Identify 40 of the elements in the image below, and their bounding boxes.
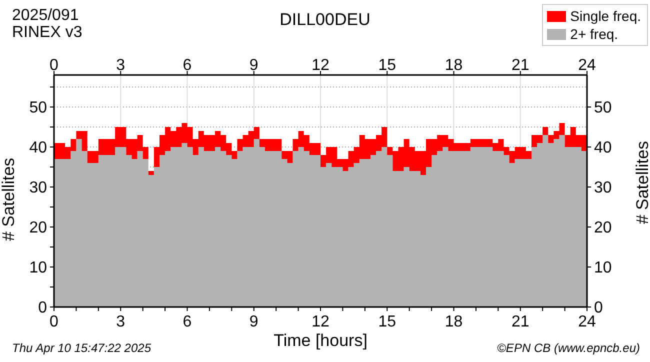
x2-tick-label: 6 [182,313,192,330]
y2-tick-label: 20 [594,220,612,237]
x-tick-label: 12 [312,57,330,74]
text: RINEX v3 [12,24,82,41]
x2-tick-label: 24 [578,313,596,330]
x2-tick-label: 15 [378,313,396,330]
x-axis-title: Time [hours] [274,331,368,350]
x2-tick-label: 3 [116,313,126,330]
x-tick-label: 9 [249,57,258,74]
y-tick-label: 30 [29,180,48,197]
x-tick-label: 21 [511,57,530,74]
text: 2025/091 [12,7,79,24]
x-tick-label: 15 [378,57,396,74]
legend-label: 2+ freq. [570,25,618,43]
y2-tick-label: 10 [594,260,612,277]
y2-tick-label: 30 [594,180,612,197]
y2-tick-label: 50 [594,100,612,117]
x-tick-label: 6 [182,57,192,74]
x2-tick-label: 0 [50,313,59,330]
x-tick-label: 18 [444,57,463,74]
x-tick-label: 3 [116,57,126,74]
legend-label: Single freq. [570,7,641,25]
x-tick-label: 0 [50,57,59,74]
x2-tick-label: 21 [511,313,530,330]
y-tick-label: 40 [29,140,48,157]
x2-tick-label: 12 [312,313,330,330]
y-tick-label: 20 [29,220,48,237]
y2-axis-title: # Satellites [633,141,650,224]
y-tick-label: 50 [29,100,48,117]
y2-tick-label: 40 [594,140,612,157]
text: ©EPN CB (www.epncb.eu) [497,341,640,355]
text: Thu Apr 10 15:47:22 2025 [12,341,151,355]
y-tick-label: 0 [38,300,48,317]
y-axis-title: # Satellites [0,158,18,241]
x2-tick-label: 18 [444,313,463,330]
x2-tick-label: 9 [249,313,258,330]
chart-title: DILL00DEU [280,10,370,29]
x-tick-label: 24 [578,57,596,74]
y-tick-label: 10 [29,260,48,277]
y2-tick-label: 0 [594,300,603,317]
